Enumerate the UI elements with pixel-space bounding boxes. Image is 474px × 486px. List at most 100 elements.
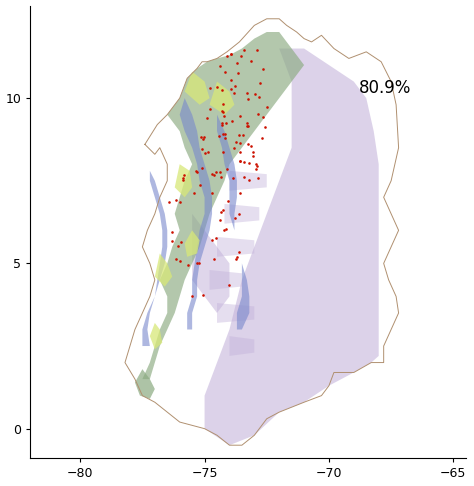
- Point: [176, 198, 184, 206]
- Point: [228, 77, 235, 85]
- Point: [235, 69, 242, 77]
- Point: [232, 214, 239, 222]
- Point: [223, 52, 230, 60]
- Point: [237, 113, 244, 121]
- Point: [220, 112, 228, 120]
- Point: [223, 165, 231, 173]
- Point: [221, 134, 228, 141]
- Point: [219, 121, 226, 129]
- Point: [209, 170, 216, 178]
- Point: [220, 226, 228, 234]
- Point: [217, 173, 225, 181]
- Point: [208, 237, 216, 244]
- Point: [222, 119, 230, 126]
- Point: [178, 238, 185, 246]
- Point: [206, 105, 213, 113]
- Point: [244, 120, 251, 127]
- Point: [230, 89, 238, 97]
- Point: [188, 292, 196, 300]
- Point: [256, 79, 264, 87]
- Point: [237, 139, 244, 147]
- Point: [180, 171, 188, 179]
- Point: [253, 46, 261, 53]
- Point: [247, 57, 255, 65]
- Point: [218, 208, 225, 216]
- Point: [216, 168, 223, 176]
- Point: [263, 104, 271, 111]
- Point: [203, 114, 210, 122]
- Point: [213, 234, 220, 242]
- Point: [219, 108, 227, 116]
- Point: [235, 247, 242, 255]
- Point: [232, 255, 240, 263]
- Point: [229, 174, 237, 182]
- Point: [219, 130, 227, 138]
- Point: [197, 133, 204, 141]
- Point: [184, 261, 192, 269]
- Point: [221, 69, 229, 76]
- Point: [225, 197, 232, 205]
- Point: [219, 206, 226, 213]
- Point: [234, 253, 241, 260]
- Point: [198, 164, 205, 172]
- Point: [193, 169, 201, 176]
- Point: [222, 226, 230, 233]
- Point: [199, 291, 207, 299]
- Point: [243, 89, 251, 97]
- Point: [253, 162, 261, 170]
- Point: [196, 181, 204, 189]
- Point: [251, 90, 259, 98]
- Point: [252, 159, 260, 167]
- Point: [232, 83, 239, 90]
- Point: [218, 86, 226, 94]
- Point: [176, 257, 183, 265]
- Point: [195, 260, 202, 267]
- Point: [210, 255, 218, 262]
- Point: [261, 123, 269, 131]
- Point: [237, 157, 244, 165]
- Point: [240, 47, 248, 54]
- Point: [236, 157, 244, 165]
- Point: [205, 148, 212, 156]
- Point: [191, 190, 198, 197]
- Point: [201, 150, 209, 157]
- Point: [215, 132, 222, 140]
- Point: [217, 216, 224, 224]
- Point: [225, 281, 232, 289]
- Point: [244, 122, 252, 130]
- Point: [247, 142, 255, 150]
- Point: [237, 148, 244, 156]
- Text: 80.9%: 80.9%: [359, 79, 411, 97]
- Point: [235, 210, 242, 218]
- Point: [237, 190, 244, 197]
- Point: [221, 131, 229, 139]
- Point: [254, 110, 262, 118]
- Point: [168, 228, 176, 236]
- Point: [213, 83, 220, 90]
- Point: [245, 176, 253, 184]
- Point: [249, 153, 257, 160]
- Point: [230, 144, 238, 152]
- Point: [258, 134, 266, 142]
- Point: [193, 260, 201, 267]
- Point: [234, 59, 241, 67]
- Point: [227, 50, 235, 58]
- Point: [199, 145, 206, 153]
- Point: [219, 149, 227, 156]
- Point: [237, 52, 245, 59]
- Point: [209, 190, 216, 197]
- Point: [245, 95, 252, 103]
- Point: [180, 176, 187, 184]
- Point: [227, 86, 235, 93]
- Point: [243, 122, 250, 130]
- Point: [210, 171, 218, 179]
- Point: [165, 198, 173, 206]
- Point: [244, 140, 251, 148]
- Point: [199, 135, 207, 143]
- Point: [207, 84, 214, 92]
- Point: [173, 196, 180, 204]
- Point: [254, 174, 262, 182]
- Point: [255, 93, 263, 101]
- Point: [168, 237, 175, 244]
- Point: [259, 113, 267, 121]
